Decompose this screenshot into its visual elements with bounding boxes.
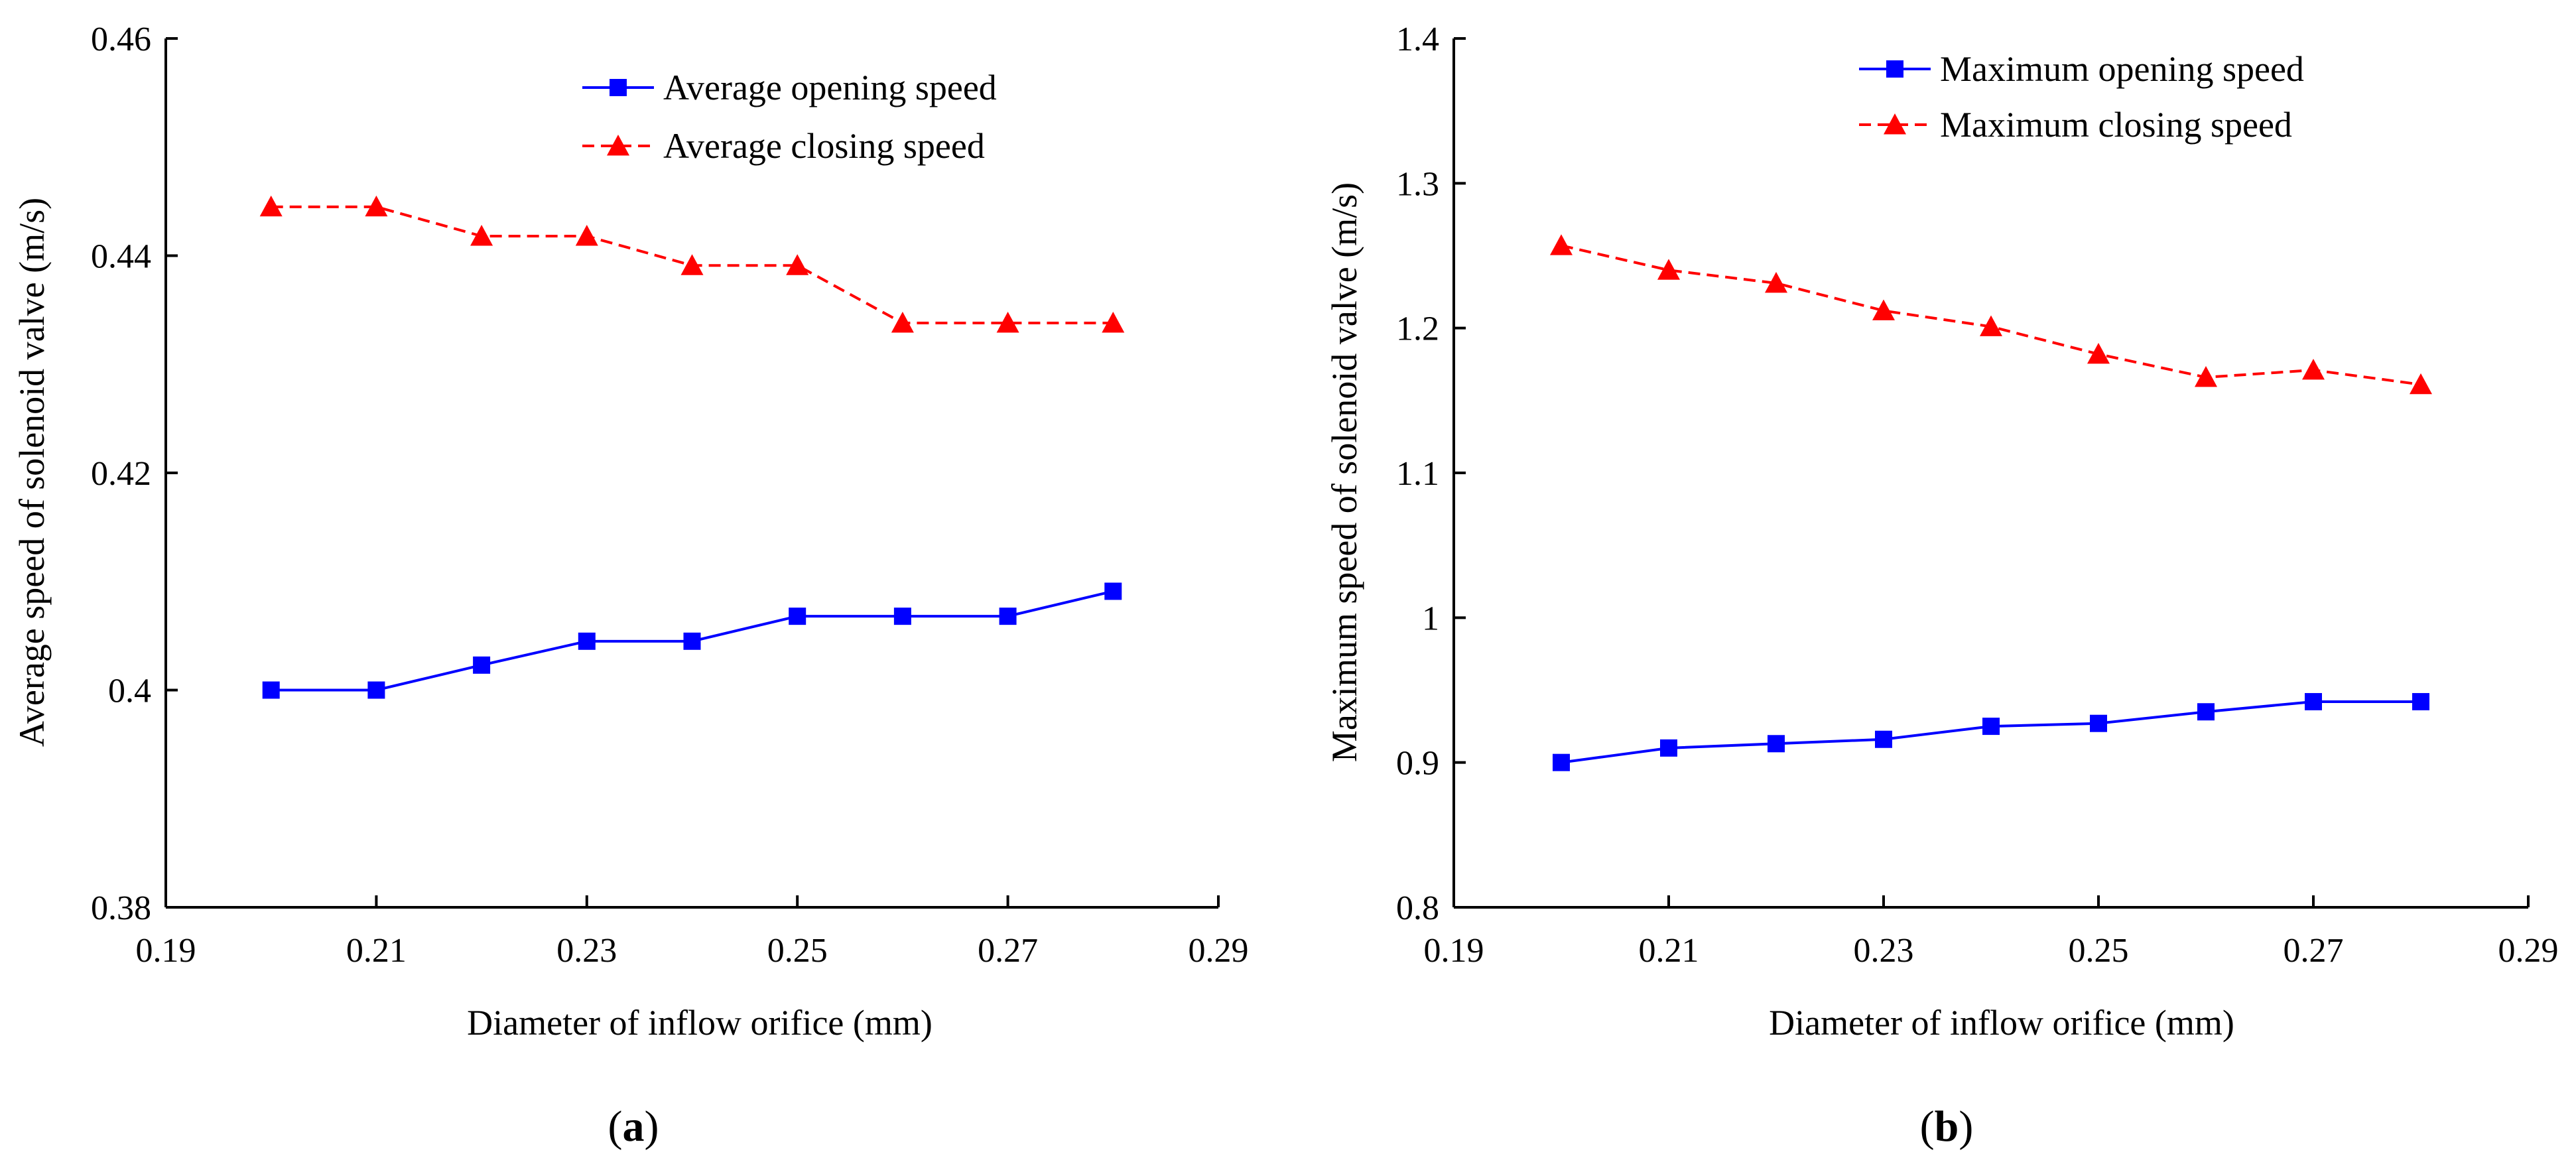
chart-b-series-markers: [1550, 234, 2432, 771]
chart-a-y-tick-label: 0.46: [91, 21, 151, 58]
chart-a-x-tick-label: 0.23: [556, 932, 617, 970]
chart-b-series-closing-point: [1550, 234, 1573, 255]
chart-a-legend-opening-label: Average opening speed: [663, 68, 997, 107]
chart-b-series-closing-point: [2087, 342, 2110, 364]
chart-b-x-tick-label: 0.21: [1639, 932, 1699, 970]
chart-panel-b: 0.8 0.9 1 1.1 1.2 1.3 1.4 0.19 0.21 0.23 0.25 0.27…: [1324, 21, 2559, 1151]
chart-a-series-closing-point: [259, 195, 283, 217]
chart-a-series-closing-point: [996, 312, 1019, 333]
chart-a-series-opening-point: [262, 681, 280, 699]
chart-b-y-tick-label: 1.4: [1396, 21, 1439, 58]
chart-a-series-markers: [259, 195, 1125, 699]
chart-a-series-opening-point: [789, 608, 806, 625]
chart-a-y-axis-title: Average speed of solenoid valve (m/s): [12, 198, 52, 747]
chart-a-y-tick-label: 0.42: [91, 455, 151, 493]
chart-b-series-opening-point: [2090, 714, 2107, 732]
chart-a-x-tick-label: 0.21: [346, 932, 407, 970]
chart-b-legend-closing-label: Maximum closing speed: [1940, 105, 2292, 145]
chart-a-panel-letter: a: [623, 1102, 645, 1151]
chart-b-y-tick-label: 1.1: [1396, 455, 1439, 493]
chart-b-x-tick-label: 0.27: [2284, 932, 2344, 970]
chart-a-legend-closing-label: Average closing speed: [663, 126, 985, 166]
chart-b-series-closing-line: [1561, 244, 2421, 386]
chart-a-series-opening-point: [683, 632, 701, 650]
chart-a-y-tick-label: 0.38: [91, 889, 151, 927]
chart-b-y-tick-label: 0.9: [1396, 745, 1439, 783]
chart-b-series-opening-point: [2305, 692, 2322, 710]
chart-b-x-axis-title: Diameter of inflow orifice (mm): [1769, 1003, 2234, 1043]
chart-b-y-ticks: 0.8 0.9 1 1.1 1.2 1.3 1.4: [1396, 21, 1466, 927]
chart-a-series-closing-point: [891, 312, 914, 333]
chart-a-x-tick-label: 0.27: [978, 932, 1038, 970]
chart-b-series-opening-point: [1768, 735, 1785, 753]
chart-b-series-opening-point: [2197, 703, 2215, 721]
chart-a-y-tick-label: 0.4: [108, 673, 151, 710]
chart-a-series-opening-point: [1104, 582, 1122, 600]
chart-b-x-tick-label: 0.29: [2498, 932, 2559, 970]
chart-b-series-opening-point: [1982, 718, 2000, 736]
chart-a-series-opening-point: [578, 632, 596, 650]
chart-b-legend-opening-swatch-marker: [1886, 60, 1903, 78]
chart-b-axes: [1452, 38, 2528, 909]
chart-b-legend-opening-label: Maximum opening speed: [1940, 49, 2304, 89]
chart-a-series-closing-point: [680, 254, 704, 275]
chart-b-panel-letter: b: [1935, 1102, 1959, 1151]
chart-a-axes: [164, 38, 1218, 909]
chart-b-y-tick-label: 1.3: [1396, 165, 1439, 203]
chart-a-series-closing-point: [786, 254, 809, 275]
chart-b-series-closing-point: [1980, 315, 2002, 336]
chart-b-series-closing-point: [1657, 259, 1680, 280]
chart-b-x-tick-label: 0.25: [2069, 932, 2129, 970]
chart-b-series-opening-point: [1660, 739, 1677, 757]
chart-a-legend-opening-swatch-marker: [610, 79, 627, 96]
chart-a-x-tick-label: 0.29: [1189, 932, 1249, 970]
chart-b-panel-label: (b): [1920, 1102, 1974, 1151]
chart-a-series-opening-point: [893, 608, 911, 625]
chart-a-series-closing-point: [575, 225, 598, 246]
chart-a-y-ticks: 0.38 0.4 0.42 0.44 0.46: [91, 21, 178, 927]
chart-b-y-axis-title: Maximum speed of solenoid valve (m/s): [1324, 182, 1364, 762]
chart-a-series-closing-point: [1102, 312, 1125, 333]
chart-b-series-opening-point: [1553, 753, 1570, 771]
chart-a-y-tick-label: 0.44: [91, 238, 151, 276]
chart-a-series-closing-point: [365, 195, 388, 217]
chart-panel-a: 0.38 0.4 0.42 0.44 0.46 0.19 0.21 0.23 0.25 0.27…: [12, 21, 1249, 1151]
chart-b-x-tick-label: 0.19: [1424, 932, 1484, 970]
chart-b-x-tick-label: 0.23: [1854, 932, 1914, 970]
chart-b-y-tick-label: 1.2: [1396, 310, 1439, 348]
chart-b-legend-closing-swatch-marker: [1884, 113, 1906, 135]
chart-b-series-closing-point: [2302, 358, 2325, 380]
chart-a-series-closing-point: [470, 225, 493, 246]
chart-b-series-opening-point: [2412, 692, 2429, 710]
chart-a-x-ticks: 0.19 0.21 0.23 0.25 0.27 0.29: [136, 895, 1249, 970]
chart-b-series-closing-point: [2195, 365, 2217, 387]
chart-a-legend: Average opening speed Average closing spe…: [582, 68, 997, 166]
chart-b-series-closing-point: [2410, 373, 2432, 395]
chart-b-legend: Maximum opening speed Maximum closing spe…: [1859, 49, 2304, 145]
chart-a-panel-label: (a): [608, 1102, 659, 1151]
chart-b-series-closing-point: [1872, 299, 1895, 320]
chart-a-series-opening-point: [367, 681, 385, 699]
chart-a-series-lines: [271, 205, 1114, 692]
chart-b-series-opening-point: [1875, 730, 1892, 748]
chart-a-x-axis-title: Diameter of inflow orifice (mm): [467, 1003, 933, 1043]
chart-b-series-closing-point: [1765, 271, 1787, 293]
chart-a-series-opening-point: [473, 656, 491, 674]
chart-b-x-ticks: 0.19 0.21 0.23 0.25 0.27 0.29: [1424, 895, 2559, 970]
chart-a-series-opening-point: [999, 608, 1017, 625]
chart-a-x-tick-label: 0.19: [136, 932, 196, 970]
chart-b-y-tick-label: 1: [1422, 600, 1439, 637]
chart-b-y-tick-label: 0.8: [1396, 889, 1439, 927]
chart-a-x-tick-label: 0.25: [767, 932, 828, 970]
chart-a-legend-closing-swatch-marker: [607, 135, 629, 156]
